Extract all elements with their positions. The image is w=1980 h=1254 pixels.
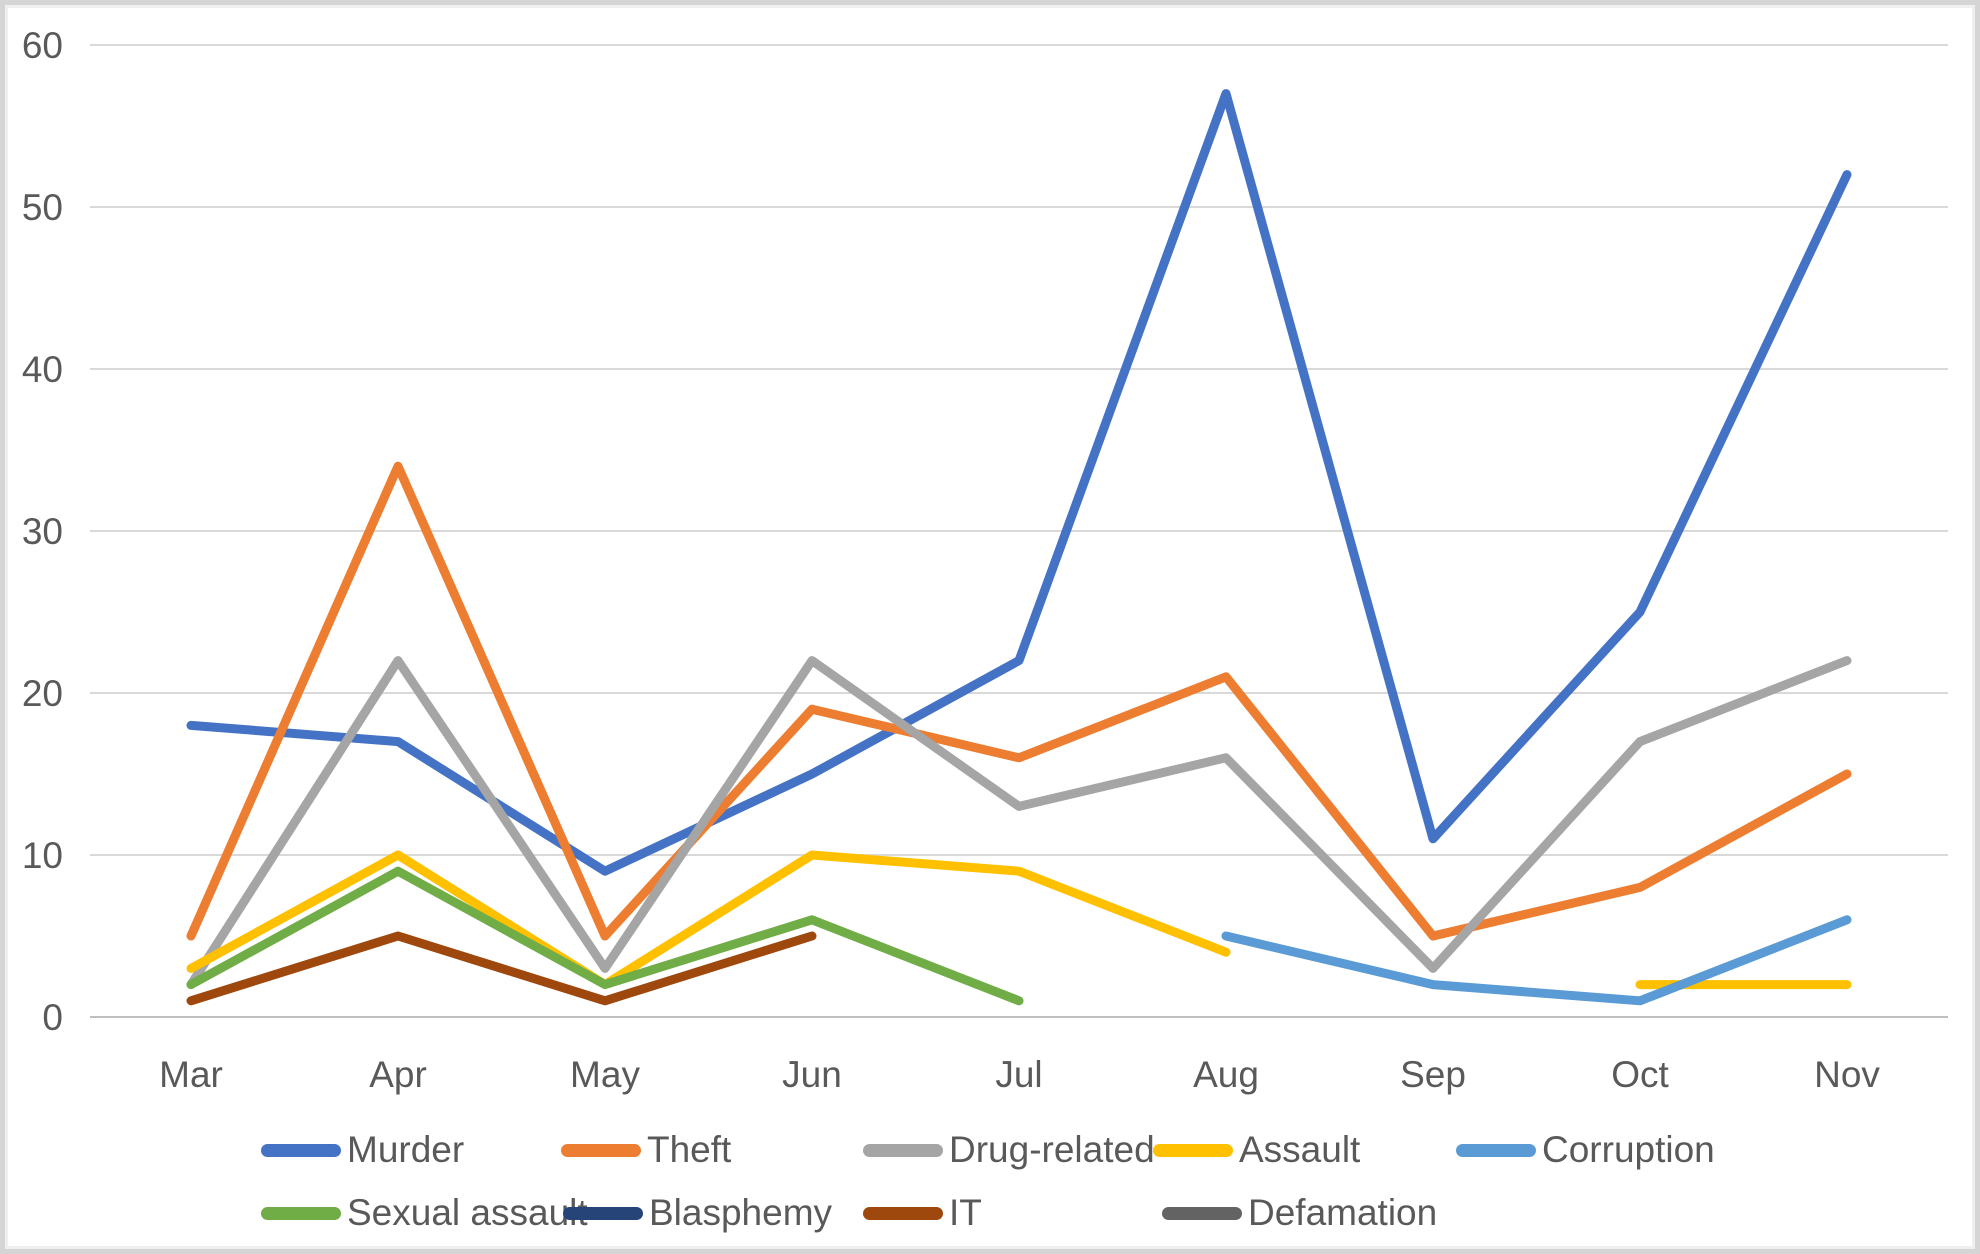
y-tick-label: 30 [22, 511, 63, 552]
series-lines [186, 89, 1852, 1006]
series-line-sexual-assault [186, 866, 1024, 1006]
y-tick-label: 20 [22, 673, 63, 714]
y-axis-labels: 0 10 20 30 40 50 60 [22, 25, 63, 1038]
x-tick-label: Aug [1193, 1054, 1259, 1095]
x-axis-labels: Mar Apr May Jun Jul Aug Sep Oct Nov [159, 1054, 1880, 1095]
y-tick-label: 40 [22, 349, 63, 390]
series-line-drug-related [186, 656, 1852, 990]
y-tick-label: 50 [22, 187, 63, 228]
x-tick-label: Jun [782, 1054, 842, 1095]
series-line-assault [186, 850, 1231, 990]
series-line-theft [186, 461, 1852, 941]
x-tick-label: Oct [1611, 1054, 1669, 1095]
series-line-it [186, 931, 817, 1006]
series-line-murder [186, 89, 1852, 876]
y-tick-label: 0 [42, 997, 63, 1038]
series-line-corruption [1221, 915, 1852, 1006]
x-tick-label: Apr [369, 1054, 427, 1095]
y-tick-label: 10 [22, 835, 63, 876]
line-chart: 0 10 20 30 40 50 60 Mar Apr May Jun Jul Aug Sep Oct No… [22, 25, 1948, 1095]
x-tick-label: Jul [995, 1054, 1042, 1095]
x-tick-label: May [570, 1054, 640, 1095]
x-tick-label: Nov [1814, 1054, 1880, 1095]
x-tick-label: Mar [159, 1054, 223, 1095]
y-tick-label: 60 [22, 25, 63, 66]
x-tick-label: Sep [1400, 1054, 1466, 1095]
